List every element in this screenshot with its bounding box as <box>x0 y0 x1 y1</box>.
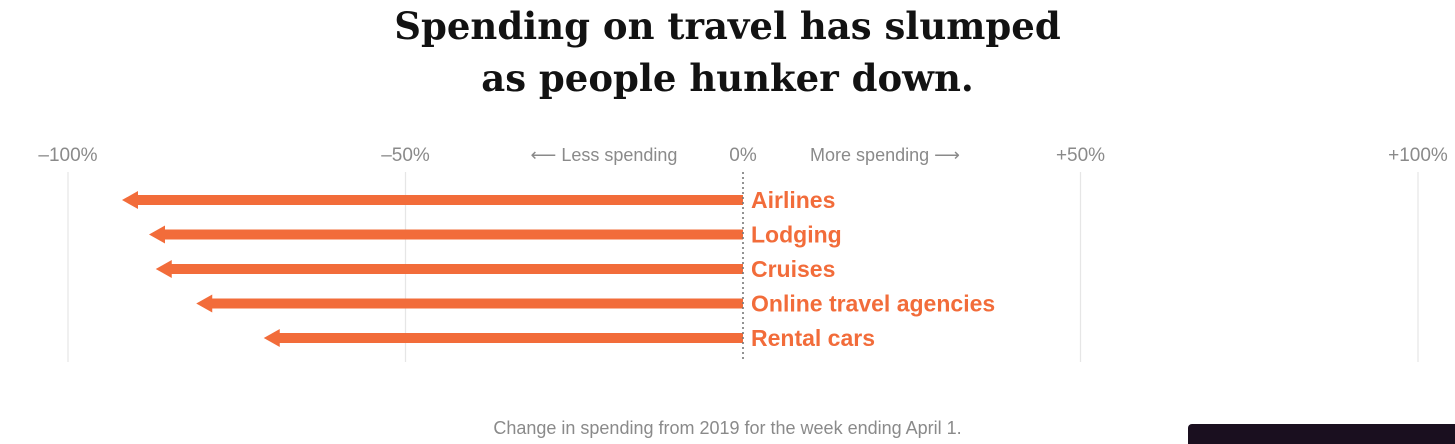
x-tick-label-0: –100% <box>38 145 97 166</box>
bar-arrowhead-4 <box>263 329 280 347</box>
less-spending-label: ⟵ Less spending <box>531 145 678 165</box>
chart-title-line-1: Spending on travel has slumped <box>394 4 1061 48</box>
bar-label-1: Lodging <box>751 222 842 248</box>
bar-shaft-0 <box>136 195 743 205</box>
x-tick-label-2: 0% <box>729 145 757 166</box>
chart-title: Spending on travel has slumped as people… <box>0 0 1455 104</box>
x-tick-label-4: +100% <box>1388 145 1448 166</box>
bar-layer: Airlines Lodging Cruises Online travel agen… <box>122 187 995 351</box>
bar-arrowhead-3 <box>196 294 213 313</box>
tick-label-layer: –100% –50% 0% +50% +100% <box>38 145 1448 166</box>
x-tick-label-1: –50% <box>381 145 430 166</box>
more-spending-label: More spending ⟶ <box>810 145 960 165</box>
grid-layer <box>67 172 1419 362</box>
corner-widget[interactable] <box>1188 424 1455 444</box>
bar-arrowhead-0 <box>122 191 138 209</box>
bar-shaft-3 <box>210 298 743 309</box>
bar-arrowhead-2 <box>155 260 172 278</box>
bar-shaft-1 <box>163 229 743 240</box>
bar-label-2: Cruises <box>751 256 835 282</box>
chart-caption: Change in spending from 2019 for the wee… <box>493 418 962 438</box>
x-tick-label-3: +50% <box>1056 145 1105 166</box>
bar-label-3: Online travel agencies <box>751 291 995 317</box>
bar-shaft-4 <box>277 333 743 343</box>
bar-arrowhead-1 <box>149 225 165 244</box>
bar-label-4: Rental cars <box>751 325 875 351</box>
chart-title-line-2: as people hunker down. <box>481 56 974 100</box>
bar-label-0: Airlines <box>751 187 835 213</box>
bar-shaft-2 <box>169 264 743 274</box>
